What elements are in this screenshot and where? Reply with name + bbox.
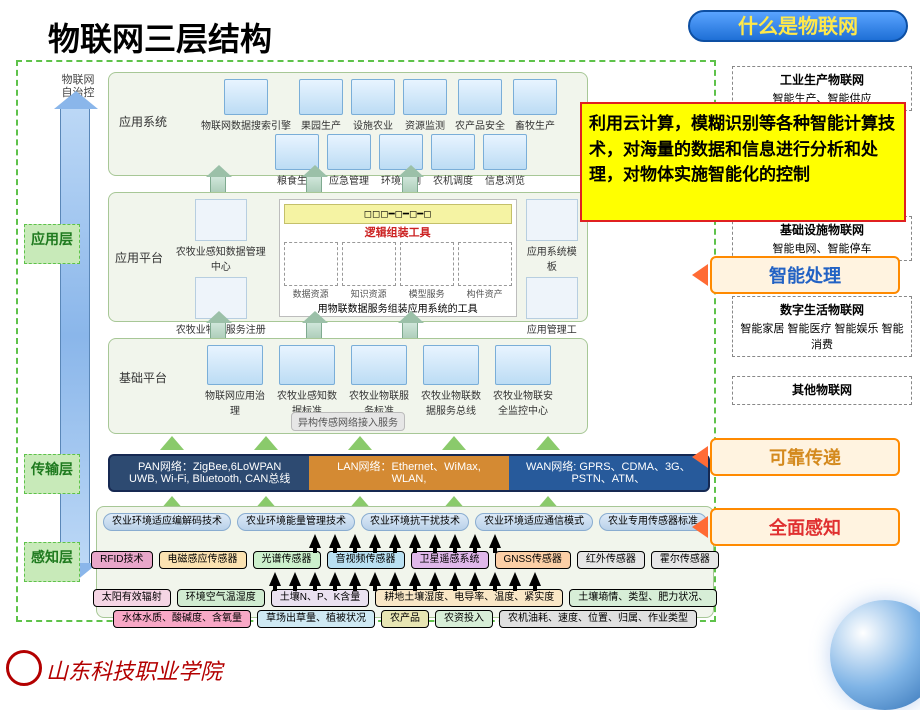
globe-decoration <box>830 600 920 710</box>
arrow-up-3 <box>160 434 560 452</box>
footer-text: 山东科技职业学院 <box>46 654 222 686</box>
layer-trans: 传输层 <box>24 454 80 494</box>
arrow-in-3 <box>692 516 708 538</box>
sensor-row: RFID技术电磁感应传感器光谱传感器音视频传感器卫星遥感系统GNSS传感器红外传… <box>103 551 707 569</box>
panel-base-platform: 基础平台 物联网应用治理农牧业感知数据标准农牧业物联服务标准农牧业物联数据服务总… <box>108 338 588 434</box>
ribbon-intelligent: 智能处理 <box>710 256 900 294</box>
network-bar: PAN网络：ZigBee,6LoWPANUWB, Wi-Fi, Bluetoot… <box>108 454 710 492</box>
panel-sensing: 农业环境适应编解码技术农业环境能量管理技术农业环境抗干扰技术农业环境适应通信模式… <box>96 506 714 618</box>
layer-sense: 感知层 <box>24 542 80 582</box>
app-sys-row1: 物联网数据搜索引擎果园生产设施农业资源监测农产品安全畜牧生产 <box>179 79 579 132</box>
base-bottom: 异构传感网络接入服务 <box>291 412 405 431</box>
side-panel-3: 其他物联网 <box>732 376 912 405</box>
vertical-arrow <box>60 106 90 566</box>
panel-app-system: 应用系统 物联网数据搜索引擎果园生产设施农业资源监测农产品安全畜牧生产 粮食生产… <box>108 72 588 176</box>
base-row: 物联网应用治理农牧业感知数据标准农牧业物联服务标准农牧业物联数据服务总线农牧业物… <box>179 345 579 417</box>
university-seal <box>6 650 42 686</box>
cap-mgmt-center: 农牧业感知数据管理中心 <box>171 243 271 273</box>
arrow-in-2 <box>692 446 708 468</box>
env-row-1: 太阳有效辐射环境空气温湿度土壤N、P、K含量耕地土壤湿度、电导率、温度、紧实度土… <box>103 589 707 607</box>
header-tab: 什么是物联网 <box>688 10 908 42</box>
panel-app-platform: 应用平台 农牧业感知数据管理中心 农牧业物联服务注册中心 ◻◻◻━◻━◻━◻ 逻… <box>108 192 588 322</box>
tool-frame: ◻◻◻━◻━◻━◻ 逻辑组装工具 数据资源知识资源模型服务构件资产 用物联数据服… <box>279 199 517 317</box>
icon-mgmt-center <box>195 199 247 241</box>
label-app-system: 应用系统 <box>119 113 167 130</box>
net-pan: PAN网络：ZigBee,6LoWPANUWB, Wi-Fi, Bluetoot… <box>110 456 309 490</box>
arrows-sensors-up <box>103 534 707 548</box>
ribbon-perception: 全面感知 <box>710 508 900 546</box>
side-panel-1: 基础设施物联网智能电网、智能停车 <box>732 216 912 261</box>
arrow-in-1 <box>692 264 708 286</box>
cap-template: 应用系统模板 <box>525 243 579 273</box>
label-app-platform: 应用平台 <box>115 249 163 266</box>
icon-template <box>526 199 578 241</box>
arrows-env-up <box>103 572 707 586</box>
env-row-2: 水体水质、酸碱度、含氧量草场出草量、植被状况农产品农资投入农机油耗、速度、位置、… <box>103 610 707 628</box>
net-lan: LAN网络：Ethernet、WiMax,WLAN, <box>309 456 508 490</box>
side-panel-2: 数字生活物联网智能家居 智能医疗 智能娱乐 智能消费 <box>732 296 912 357</box>
highlight-box: 利用云计算，模糊识别等各种智能计算技术，对海量的数据和信息进行分析和处理，对物体… <box>580 102 906 222</box>
page-title: 物联网三层结构 <box>48 14 272 60</box>
label-base-platform: 基础平台 <box>119 369 167 386</box>
icon-mgmt-tool <box>526 277 578 319</box>
layer-app: 应用层 <box>24 224 80 264</box>
tool-text: 逻辑组装工具 <box>284 224 512 240</box>
net-wan: WAN网络: GPRS、CDMA、3G、PSTN、ATM、 <box>509 456 708 490</box>
green-row: 农业环境适应编解码技术农业环境能量管理技术农业环境抗干扰技术农业环境适应通信模式… <box>103 513 707 531</box>
ribbon-reliable: 可靠传递 <box>710 438 900 476</box>
